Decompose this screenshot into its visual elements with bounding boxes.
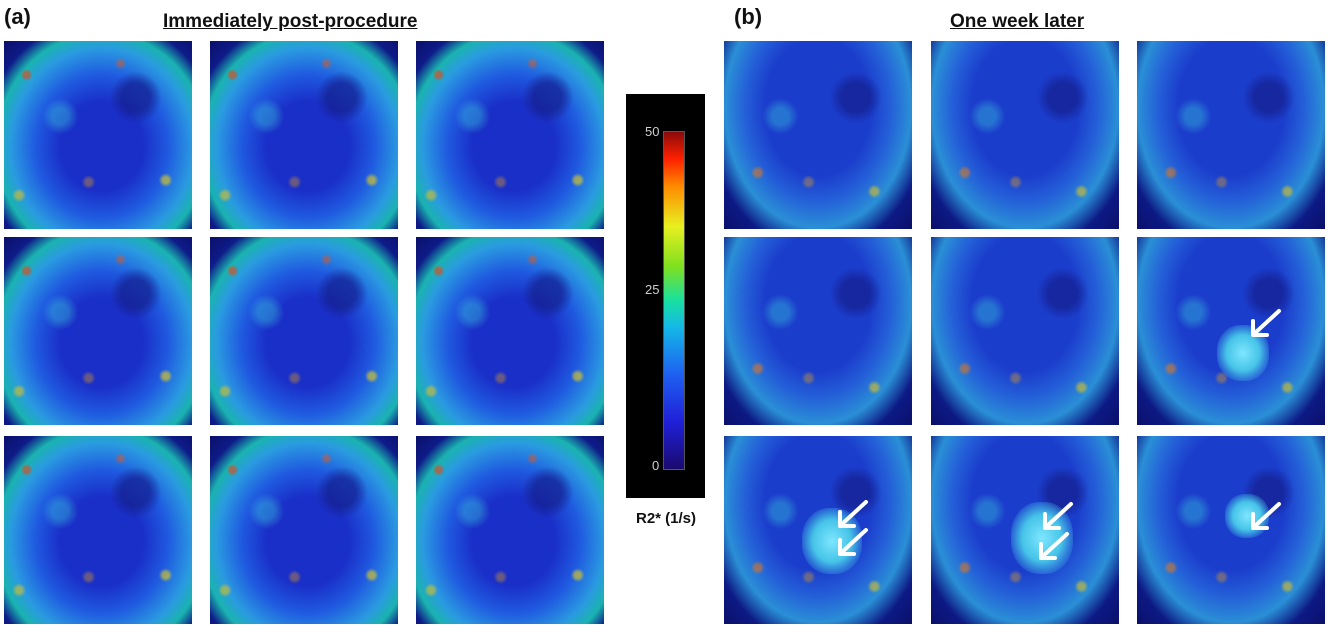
panel-b-title: One week later (950, 11, 1085, 32)
white-arrow-icon (838, 528, 868, 556)
r2-map-b-1 (724, 41, 912, 229)
r2-map-a-7 (4, 436, 192, 624)
white-arrow-icon (1251, 502, 1281, 530)
colorbar-mid-label: 25 (645, 282, 660, 297)
r2-map-b-3 (1137, 41, 1325, 229)
panel-a-title: Immediately post-procedure (163, 11, 418, 32)
r2-map-a-5 (210, 237, 398, 425)
r2-map-a-3 (416, 41, 604, 229)
white-arrow-icon (1251, 309, 1281, 337)
r2-map-a-6 (416, 237, 604, 425)
colorbar-title: R2* (1/s) (635, 510, 697, 527)
panel-b-label: (b) (734, 4, 763, 29)
white-arrow-icon (1039, 532, 1069, 560)
r2-map-b-7 (724, 436, 912, 624)
r2-map-b-5 (931, 237, 1119, 425)
r2-colorbar (663, 131, 685, 470)
colorbar-max-label: 50 (645, 124, 660, 139)
panel-a-label: (a) (4, 4, 31, 29)
r2-map-a-4 (4, 237, 192, 425)
r2-map-a-2 (210, 41, 398, 229)
r2-map-a-1 (4, 41, 192, 229)
r2-map-a-8 (210, 436, 398, 624)
r2-map-b-8 (931, 436, 1119, 624)
lesion-region (1225, 494, 1269, 538)
white-arrow-icon (1043, 502, 1073, 530)
colorbar-min-label: 0 (652, 458, 660, 473)
r2-map-b-6 (1137, 237, 1325, 425)
r2-map-b-4 (724, 237, 912, 425)
white-arrow-icon (838, 500, 868, 528)
r2-map-b-2 (931, 41, 1119, 229)
r2-map-b-9 (1137, 436, 1325, 624)
r2-map-a-9 (416, 436, 604, 624)
